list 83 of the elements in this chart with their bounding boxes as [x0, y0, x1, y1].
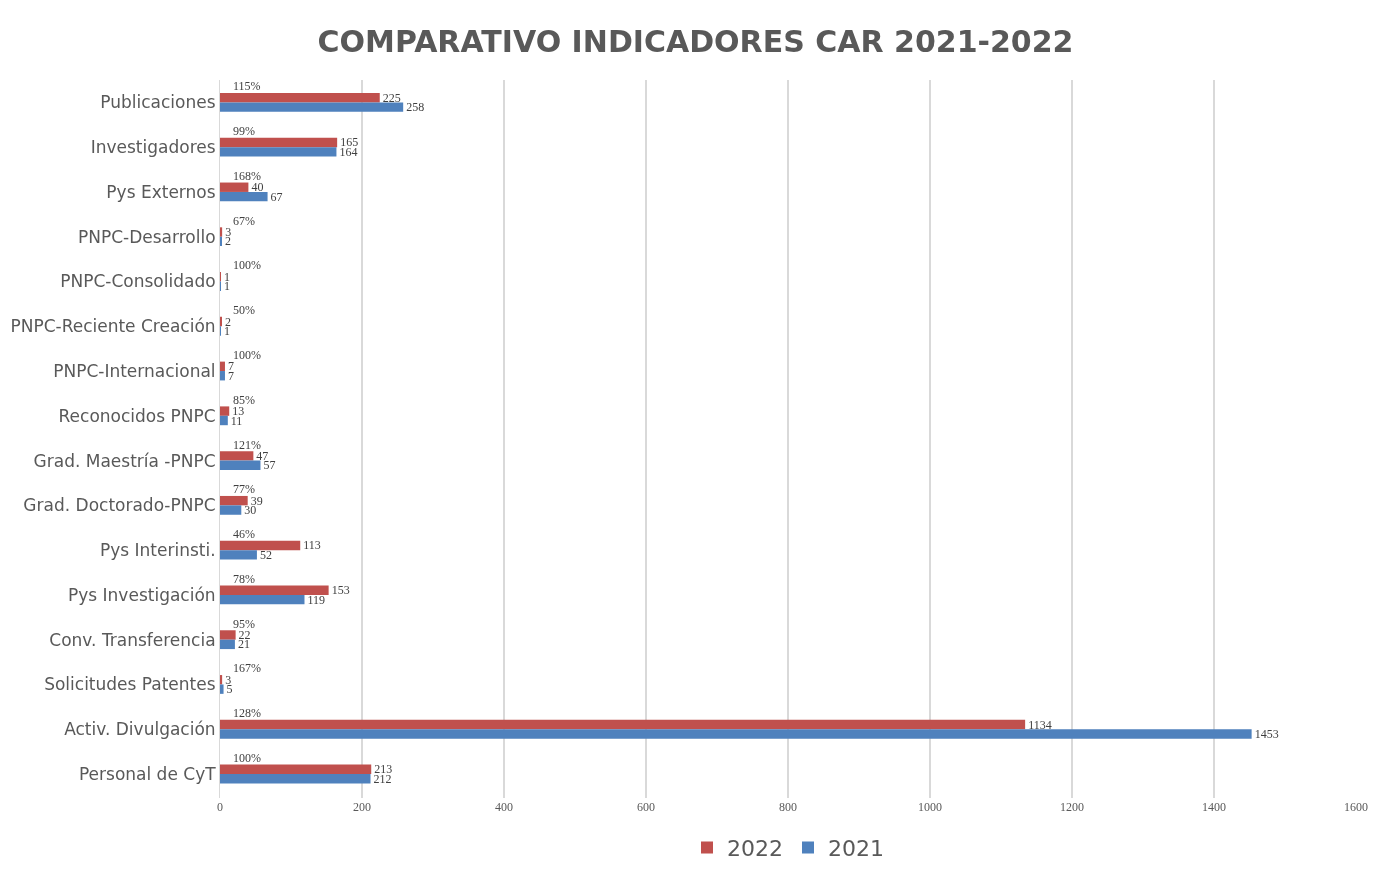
- annotation: 168%: [233, 169, 261, 183]
- data-label: 258: [406, 100, 425, 115]
- x-tick-label: 200: [353, 800, 371, 814]
- bar: [220, 550, 257, 560]
- bar: [220, 361, 225, 372]
- bar: [220, 684, 224, 694]
- bar: [220, 505, 242, 515]
- legend-label: 2021: [828, 836, 884, 862]
- y-tick-label: Personal de CyT: [78, 763, 217, 784]
- bar: [220, 191, 268, 202]
- annotation: 167%: [233, 661, 261, 675]
- data-label: 67: [270, 189, 283, 204]
- bar: [220, 774, 371, 784]
- bar: [220, 415, 228, 426]
- bar: [220, 371, 225, 381]
- y-tick-label: Publicaciones: [100, 92, 216, 113]
- annotation: 100%: [233, 348, 261, 362]
- annotation: 128%: [233, 706, 261, 720]
- y-tick-label: Activ. Divulgación: [64, 719, 216, 740]
- annotation: 100%: [233, 751, 261, 765]
- y-tick-label: Pys Externos: [106, 181, 216, 202]
- y-tick-label: PNPC-Desarrollo: [77, 226, 216, 247]
- annotation: 50%: [233, 303, 255, 317]
- data-label: 40: [251, 180, 264, 195]
- y-tick-label: Reconocidos PNPC: [58, 405, 216, 426]
- chart-title: COMPARATIVO INDICADORES CAR 2021-2022: [317, 23, 1074, 59]
- annotation: 100%: [233, 258, 261, 272]
- bar: [220, 102, 404, 112]
- data-label: 57: [263, 458, 276, 473]
- annotation: 121%: [233, 438, 261, 452]
- data-label: 119: [307, 592, 326, 607]
- y-tick-label: Solicitudes Patentes: [44, 674, 216, 695]
- x-tick-label: 1000: [918, 800, 942, 814]
- y-tick-label: Pys Interinsti.: [99, 540, 216, 561]
- x-tick-label: 0: [217, 800, 223, 814]
- bar: [220, 451, 254, 461]
- annotation: 46%: [233, 527, 255, 541]
- annotation: 77%: [233, 482, 255, 496]
- data-label: 1453: [1254, 726, 1279, 741]
- bar: [220, 406, 230, 416]
- bar: [220, 729, 1252, 739]
- y-tick-label: PNPC-Internacional: [53, 360, 216, 381]
- bar: [220, 719, 1026, 730]
- bar: [220, 764, 372, 774]
- bar: [220, 594, 305, 605]
- y-tick-label: PNPC-Reciente Creación: [10, 316, 216, 337]
- data-label: 3: [225, 225, 232, 240]
- data-label: 52: [259, 547, 272, 562]
- data-label: 225: [382, 90, 401, 105]
- bar: [220, 585, 329, 595]
- bar: [220, 92, 380, 103]
- annotation: 85%: [233, 393, 255, 407]
- x-tick-label: 400: [495, 800, 513, 814]
- bar: [220, 147, 337, 157]
- data-label: 1134: [1028, 717, 1052, 732]
- bar: [220, 227, 223, 237]
- x-tick-label: 1600: [1344, 800, 1368, 814]
- annotation: 115%: [233, 79, 261, 93]
- bar: [220, 540, 301, 551]
- bar: [220, 639, 235, 650]
- annotation: 78%: [233, 572, 255, 586]
- annotation: 95%: [233, 617, 255, 631]
- y-tick-label: Investigadores: [90, 137, 216, 158]
- annotation: 67%: [233, 214, 255, 228]
- x-tick-label: 1400: [1202, 800, 1226, 814]
- bar: [220, 460, 261, 470]
- bar: [220, 495, 248, 506]
- y-tick-label: Pys Investigación: [68, 584, 216, 605]
- y-tick-label: PNPC-Consolidado: [60, 271, 216, 292]
- x-tick-label: 800: [779, 800, 797, 814]
- y-tick-label: Conv. Transferencia: [49, 629, 216, 650]
- y-tick-label: Grad. Doctorado-PNPC: [23, 495, 216, 516]
- x-tick-label: 600: [637, 800, 655, 814]
- bar: [220, 182, 249, 192]
- bar: [220, 675, 223, 685]
- annotation: 99%: [233, 124, 255, 138]
- x-tick-label: 1200: [1060, 800, 1084, 814]
- data-label: 153: [331, 583, 350, 598]
- bar: [220, 137, 338, 148]
- data-label: 113: [303, 538, 321, 553]
- y-tick-label: Grad. Maestría -PNPC: [33, 450, 216, 471]
- bar: [220, 630, 236, 640]
- legend-label: 2022: [727, 836, 783, 862]
